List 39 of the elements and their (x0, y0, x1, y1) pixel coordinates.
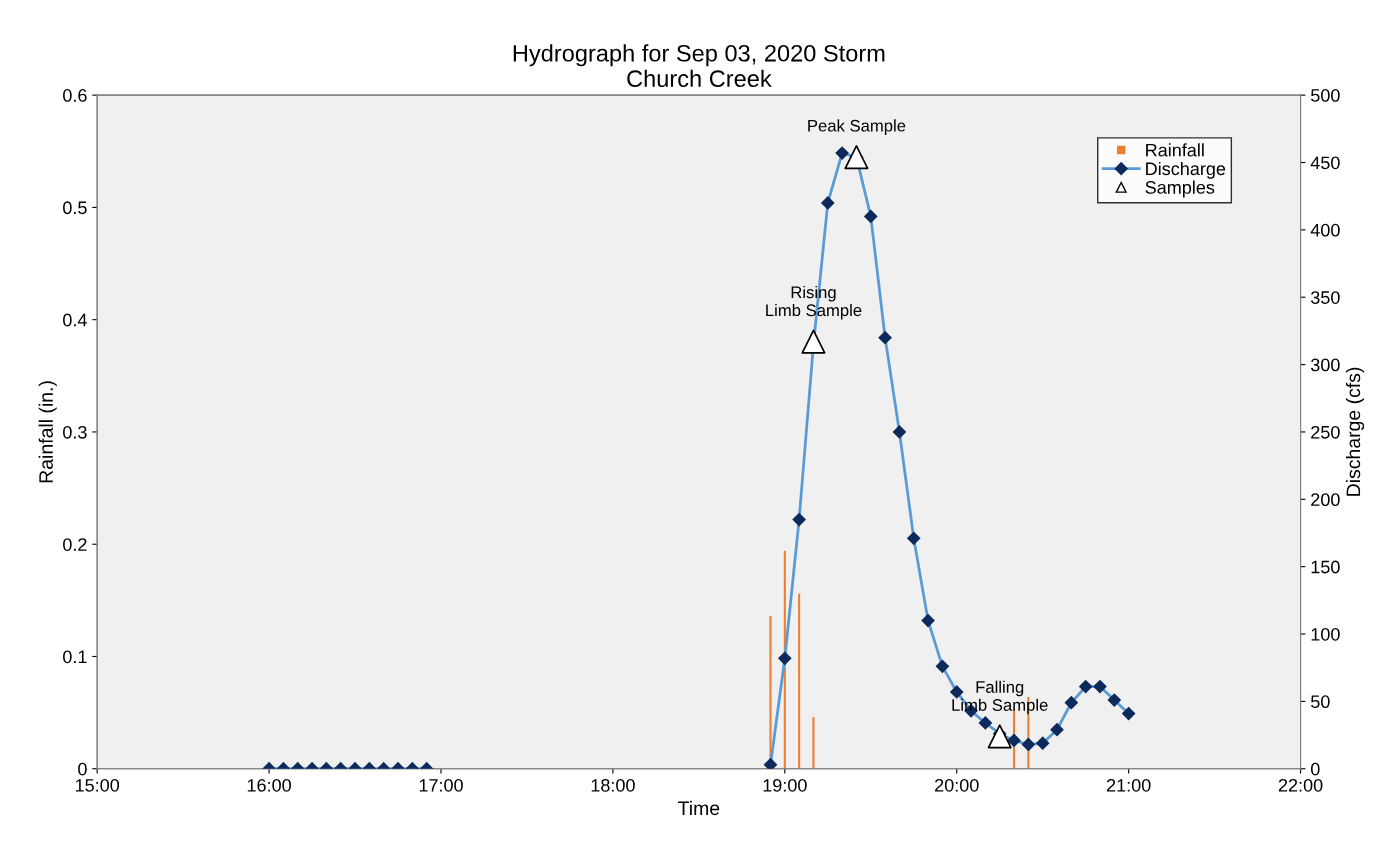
y2-tick-label: 300 (1310, 358, 1340, 372)
x-tick-label: 22:00 (1278, 778, 1323, 792)
y2-tick-label: 100 (1311, 627, 1340, 641)
x-tick-label: 15:00 (75, 778, 120, 792)
y2-tick-label: 450 (1310, 156, 1340, 170)
point (987, 724, 1012, 749)
y2-tick-label: 400 (1310, 223, 1340, 237)
y-tick-label: 0.5 (63, 201, 87, 215)
y2-tick-label: 50 (1311, 695, 1330, 709)
y2-tick-label: 150 (1311, 560, 1340, 574)
bar (812, 717, 815, 769)
x-tick-label: 16:00 (247, 778, 291, 792)
y2-tick-label: 350 (1310, 291, 1340, 304)
legend-label: Discharge (1146, 161, 1226, 179)
x-axis-title: Time (678, 800, 720, 816)
annotation: Peak Sample (808, 119, 906, 135)
y-tick-label: 0.4 (63, 313, 87, 327)
y2-axis-title: Discharge (cfs) (1345, 367, 1365, 496)
legend-label: Samples (1145, 180, 1215, 198)
x-tick-label: 18:00 (591, 778, 635, 792)
y-tick-label: 0.6 (63, 89, 87, 102)
y-tick-label: 0 (78, 762, 87, 776)
bar (798, 593, 801, 769)
point (844, 145, 869, 170)
y-tick-label: 0.1 (63, 650, 87, 664)
y2-tick-label: 0 (1310, 762, 1320, 776)
x-tick-label: 17:00 (419, 778, 463, 792)
legend-label: Rainfall (1146, 143, 1204, 157)
y-tick-label: 0.2 (63, 538, 87, 551)
chart-title: Hydrograph for Sep 03, 2020 Storm Church Creek (513, 44, 885, 88)
y-tick-label: 0.3 (63, 425, 87, 439)
y2-tick-label: 250 (1311, 425, 1340, 439)
y-axis-title: Rainfall (in.) (38, 381, 57, 483)
y2-tick-label: 200 (1311, 493, 1340, 507)
point (801, 329, 826, 354)
x-tick-label: 20:00 (935, 778, 979, 792)
x-tick-label: 19:00 (763, 778, 807, 792)
x-tick-label: 21:00 (1106, 778, 1151, 792)
y2-tick-label: 500 (1311, 89, 1340, 102)
